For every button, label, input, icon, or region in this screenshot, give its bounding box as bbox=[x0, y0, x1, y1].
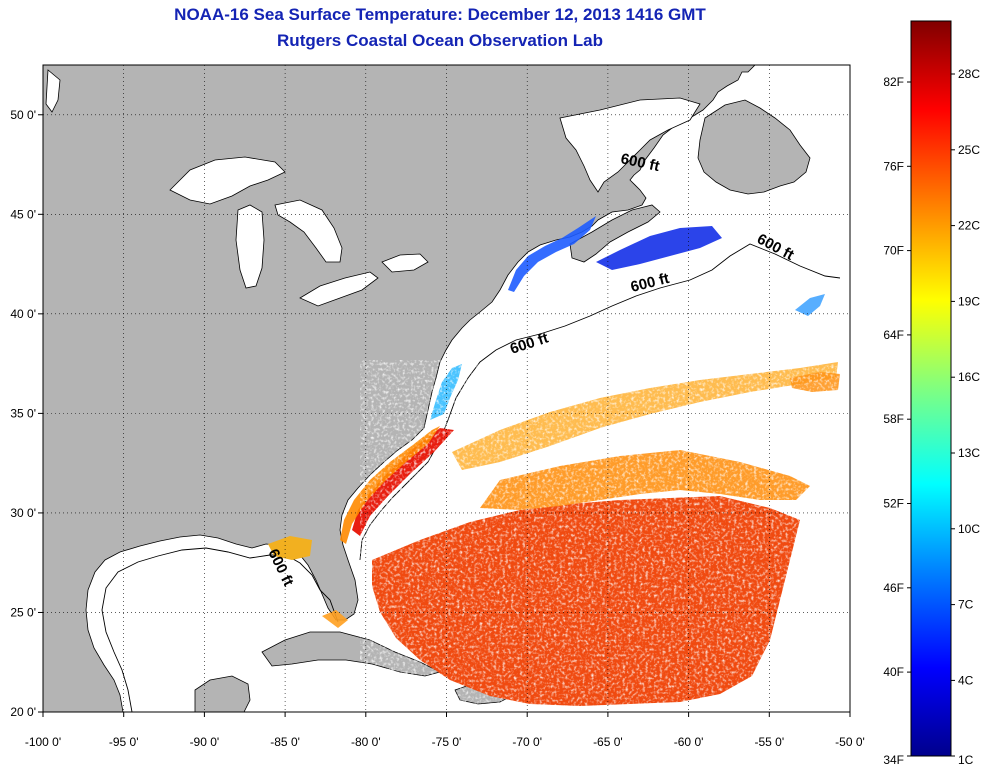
sst-nova-scotia-shelf bbox=[596, 226, 722, 270]
lat-tick-label: 40 0' bbox=[10, 307, 36, 321]
lat-tick-label: 50 0' bbox=[10, 108, 36, 122]
cloud-speckle-mask bbox=[360, 360, 840, 712]
lat-tick-label: 20 0' bbox=[10, 705, 36, 719]
lon-tick-label: -90 0' bbox=[190, 735, 220, 749]
colorbar-c-label: 19C bbox=[958, 294, 980, 308]
sst-apalachee bbox=[268, 536, 312, 560]
land-newfoundland bbox=[697, 99, 811, 195]
colorbar-c-label: 16C bbox=[958, 370, 980, 384]
colorbar-c-label: 4C bbox=[958, 673, 974, 687]
land-nova-scotia bbox=[569, 204, 661, 263]
colorbar-c-label: 22C bbox=[958, 219, 980, 233]
lon-tick-label: -65 0' bbox=[593, 735, 623, 749]
colorbar-f-label: 76F bbox=[883, 159, 904, 173]
lon-tick-label: -95 0' bbox=[109, 735, 139, 749]
lon-tick-label: -75 0' bbox=[432, 735, 462, 749]
colorbar-f-label: 82F bbox=[883, 75, 904, 89]
colorbar-celsius-labels: 28C 25C 22C 19C 16C 13C 10C 7C 4C 1C bbox=[951, 67, 980, 767]
colorbar-f-label: 58F bbox=[883, 412, 904, 426]
contour-600ft-gulf bbox=[101, 547, 339, 712]
lat-tick-label: 25 0' bbox=[10, 605, 36, 619]
lake-erie bbox=[299, 271, 379, 307]
sst-scotian-patch bbox=[795, 294, 825, 316]
lake-winnipeg bbox=[45, 69, 61, 113]
colorbar-c-label: 25C bbox=[958, 143, 980, 157]
colorbar-c-label: 13C bbox=[958, 446, 980, 460]
graticule bbox=[43, 65, 850, 712]
lon-tick-label: -50 0' bbox=[835, 735, 865, 749]
lat-tick-label: 35 0' bbox=[10, 406, 36, 420]
lon-tick-label: -60 0' bbox=[674, 735, 704, 749]
lake-ontario bbox=[381, 253, 429, 273]
colorbar-c-label: 28C bbox=[958, 67, 980, 81]
longitude-axis: -100 0' -95 0' -90 0' -85 0' -80 0' -75 0' -70… bbox=[25, 712, 865, 749]
colorbar-fahrenheit-labels: 82F 76F 70F 64F 58F 52F 46F 40F 34F bbox=[883, 75, 911, 767]
shelf-gulf-st-lawrence bbox=[559, 97, 701, 193]
colorbar-c-label: 1C bbox=[958, 753, 974, 767]
colorbar-f-label: 40F bbox=[883, 665, 904, 679]
lon-tick-label: -70 0' bbox=[512, 735, 542, 749]
lake-michigan bbox=[235, 204, 265, 289]
latitude-axis: 50 0' 45 0' 40 0' 35 0' 30 0' 25 0' 20 0' bbox=[10, 108, 43, 719]
lon-tick-label: -55 0' bbox=[754, 735, 784, 749]
sst-florida-keys bbox=[322, 610, 348, 628]
colorbar-f-label: 70F bbox=[883, 244, 904, 258]
colorbar-f-label: 46F bbox=[883, 581, 904, 595]
colorbar: 82F 76F 70F 64F 58F 52F 46F 40F 34F 28C 25C 22C 19C… bbox=[883, 20, 980, 767]
colorbar-f-label: 64F bbox=[883, 328, 904, 342]
lat-tick-label: 45 0' bbox=[10, 207, 36, 221]
lake-superior bbox=[169, 156, 286, 205]
lat-tick-label: 30 0' bbox=[10, 506, 36, 520]
lon-tick-label: -85 0' bbox=[270, 735, 300, 749]
colorbar-f-label: 52F bbox=[883, 497, 904, 511]
colorbar-ramp bbox=[910, 20, 952, 757]
map-title: NOAA-16 Sea Surface Temperature: Decembe… bbox=[174, 5, 706, 24]
lon-tick-label: -80 0' bbox=[351, 735, 381, 749]
lake-huron bbox=[274, 199, 343, 263]
land-yucatan bbox=[194, 675, 251, 712]
colorbar-f-label: 34F bbox=[883, 753, 904, 767]
map-subtitle: Rutgers Coastal Ocean Observation Lab bbox=[277, 31, 603, 50]
colorbar-c-label: 7C bbox=[958, 598, 974, 612]
sst-data-layer bbox=[268, 216, 840, 712]
lon-tick-label: -100 0' bbox=[25, 735, 61, 749]
colorbar-c-label: 10C bbox=[958, 522, 980, 536]
sst-gulf-of-maine bbox=[508, 216, 596, 292]
